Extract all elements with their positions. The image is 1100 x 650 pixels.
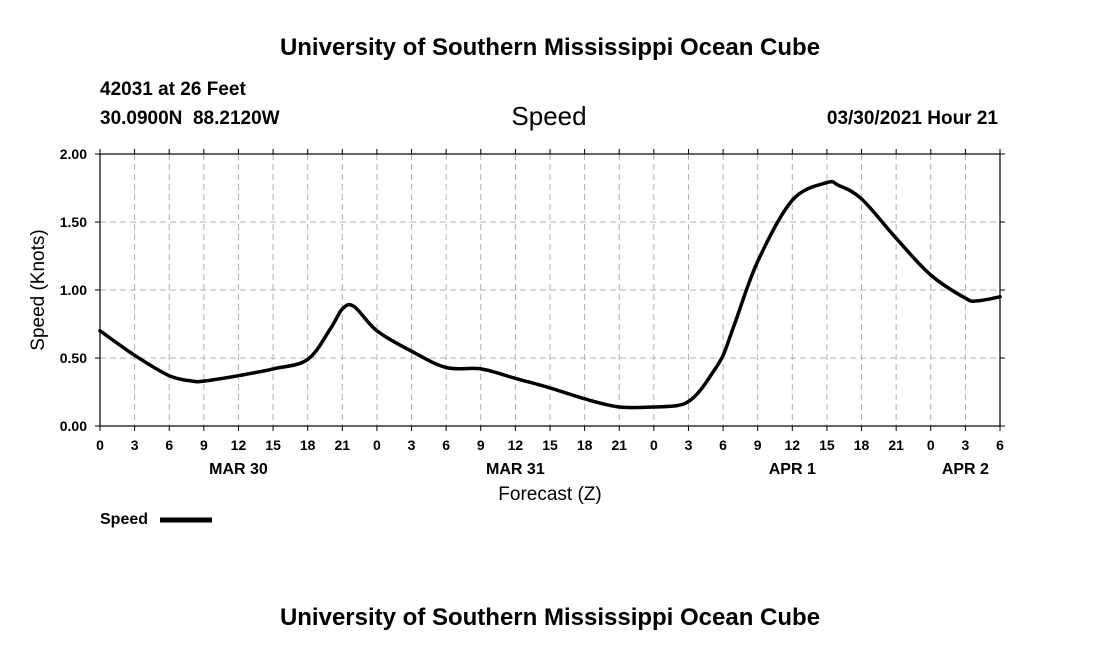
date-label: MAR 31	[486, 461, 545, 478]
x-tick-label: 21	[888, 437, 904, 453]
chart-title: Speed	[511, 101, 586, 131]
x-tick-label: 0	[96, 437, 104, 453]
forecast-timestamp: 03/30/2021 Hour 21	[827, 108, 999, 129]
x-tick-label: 6	[996, 437, 1004, 453]
x-tick-label: 21	[335, 437, 351, 453]
x-tick-label: 0	[650, 437, 658, 453]
x-axis-label: Forecast (Z)	[498, 484, 601, 505]
legend-label: Speed	[100, 511, 148, 528]
x-tick-label: 12	[231, 437, 247, 453]
speed-series-line	[98, 179, 1002, 410]
x-tick-label: 18	[577, 437, 593, 453]
station-label: 42031 at 26 Feet	[100, 79, 246, 100]
x-tick-label: 12	[508, 437, 524, 453]
x-tick-label: 12	[785, 437, 801, 453]
x-tick-label: 3	[131, 437, 139, 453]
x-tick-label: 15	[819, 437, 835, 453]
x-tick-label: 3	[685, 437, 693, 453]
plot-frame	[99, 153, 1001, 427]
y-tick-label: 1.50	[60, 214, 87, 230]
x-tick-label: 9	[754, 437, 762, 453]
x-tick-label: 15	[542, 437, 558, 453]
x-tick-label: 3	[961, 437, 969, 453]
x-tick-label: 6	[719, 437, 727, 453]
label-layer: 0.00 0.50 1.00 1.50 2.00 0 3 6 9 12 15 18 21 0 3 6 9 12 15…	[60, 146, 1004, 478]
y-tick-label: 2.00	[60, 146, 87, 162]
x-tick-label: 3	[408, 437, 416, 453]
x-tick-label: 0	[927, 437, 935, 453]
y-axis-label: Speed (Knots)	[28, 229, 49, 350]
x-tick-label: 15	[265, 437, 281, 453]
x-tick-label: 18	[854, 437, 870, 453]
x-tick-label: 6	[165, 437, 173, 453]
x-tick-label: 6	[442, 437, 450, 453]
station-coords: 30.0900N 88.2120W	[100, 108, 280, 129]
x-tick-label: 21	[611, 437, 627, 453]
date-label: MAR 30	[209, 461, 268, 478]
footer-title: University of Southern Mississippi Ocean…	[280, 604, 820, 631]
x-tick-label: 18	[300, 437, 316, 453]
header-title: University of Southern Mississippi Ocean…	[280, 34, 820, 61]
y-tick-label: 1.00	[60, 282, 87, 298]
date-label: APR 2	[942, 461, 989, 478]
date-label: APR 1	[769, 461, 816, 478]
y-tick-label: 0.50	[60, 350, 87, 366]
grid-layer	[100, 154, 1000, 426]
x-tick-label: 0	[373, 437, 381, 453]
tick-layer	[95, 149, 1005, 431]
x-tick-label: 9	[477, 437, 485, 453]
y-tick-label: 0.00	[60, 418, 87, 434]
x-tick-label: 9	[200, 437, 208, 453]
